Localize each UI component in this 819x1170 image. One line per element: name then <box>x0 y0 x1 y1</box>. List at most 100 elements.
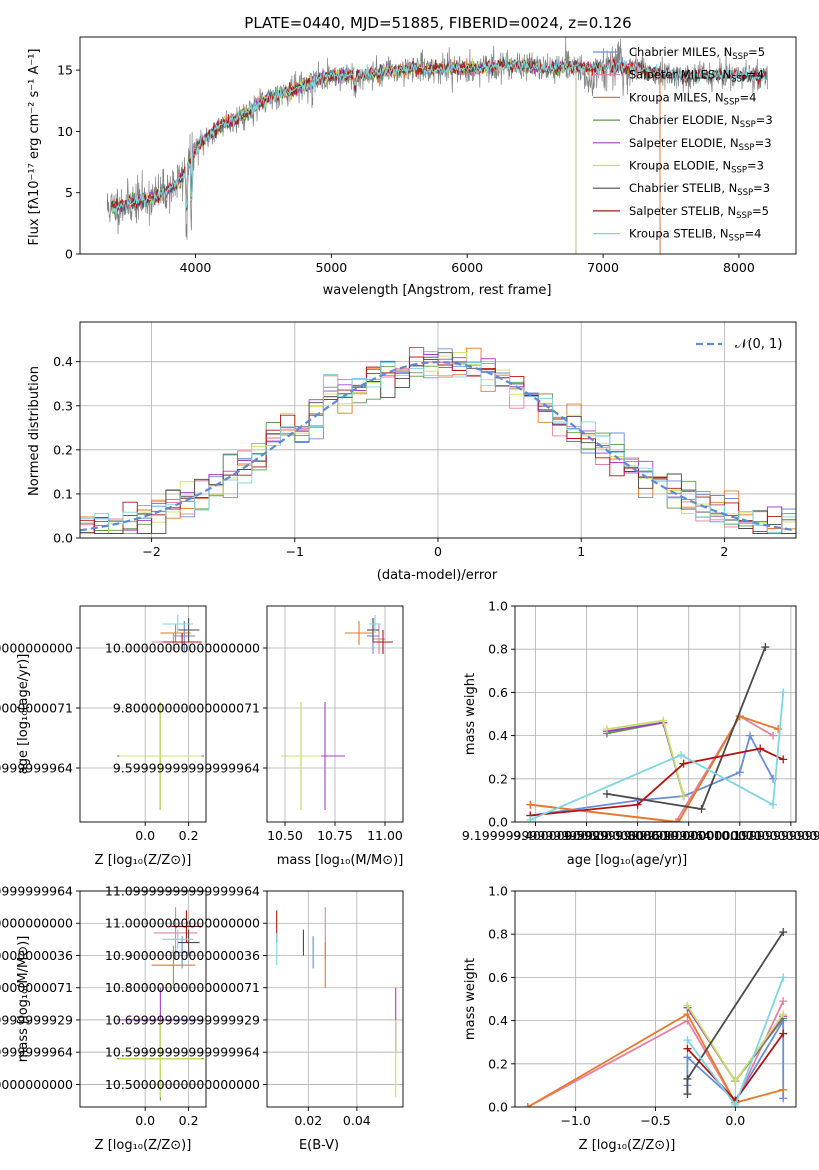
y-tick-label: 10.69999999999999929 <box>0 1012 73 1027</box>
massweight-marker <box>779 1085 788 1094</box>
ebv-xlabel: E(B-V) <box>299 1138 339 1153</box>
y-tick-label: 1.0 <box>488 884 508 899</box>
y-tick-label: 11.00000000000000000 <box>105 916 260 931</box>
x-tick-label: 0.02 <box>294 1113 322 1128</box>
y-tick-label: 9.80000000000000071 <box>113 701 260 716</box>
y-tick-label: 0.6 <box>488 685 508 700</box>
massweight-marker <box>677 751 686 760</box>
massweight-marker <box>526 800 535 809</box>
y-tick-label: 10.50000000000000000 <box>0 1077 73 1092</box>
massweight-marker <box>735 768 744 777</box>
y-tick-label: 11.09999999999999964 <box>0 884 73 899</box>
y-tick-label: 9.59999999999999964 <box>0 761 73 776</box>
y-tick-label: 0.8 <box>488 642 508 657</box>
x-tick-label: 0.2 <box>179 828 199 843</box>
x-tick-label: 1 <box>577 544 585 559</box>
legend-entry: Chabrier STELIB, NSSP=3 <box>629 181 770 198</box>
y-tick-label: 0.0 <box>53 531 73 546</box>
massweight-marker <box>671 818 680 822</box>
massweight-marker <box>779 997 788 1006</box>
x-tick-label: −0.5 <box>640 1113 670 1128</box>
y-tick-label: 0.4 <box>488 728 508 743</box>
mass-ylabel: mass [log₁₀(M/M⊙)] <box>16 936 31 1063</box>
x-tick-label: 7000 <box>587 260 619 275</box>
massweight-marker <box>746 731 755 740</box>
y-tick-label: 11.00000000000000000 <box>0 916 73 931</box>
Z_vs_age-frame <box>79 605 207 823</box>
y-tick-label: 0.2 <box>488 1056 508 1071</box>
y-tick-label: 15 <box>57 63 73 78</box>
y-tick-label: 10.80000000000000071 <box>0 980 73 995</box>
spectrum-model-line <box>110 56 767 214</box>
massweight-series-line <box>527 1012 784 1107</box>
legend-entry: Kroupa STELIB, NSSP=4 <box>629 227 761 244</box>
massweight-marker <box>683 1001 692 1010</box>
y-tick-label: 0.0 <box>488 1100 508 1115</box>
x-tick-label: 9.19999999999999929 <box>462 828 609 843</box>
hist-xlabel: (data-model)/error <box>377 568 498 583</box>
spectrum-xlabel: wavelength [Angstrom, rest frame] <box>323 283 552 298</box>
y-tick-label: 0.1 <box>53 486 73 501</box>
massweight-marker <box>779 973 788 982</box>
mass_vs_age-panel: 10.50 10.75 11.00 9.59999999999999964 9.8000… <box>105 605 404 843</box>
x-tick-label: 10.19999999999999929 <box>713 828 819 843</box>
legend-entry: Kroupa MILES, NSSP=4 <box>629 90 756 107</box>
age_vs_massweight-frame <box>514 605 797 823</box>
massweight-marker <box>774 725 783 734</box>
massweight-marker <box>731 1077 740 1086</box>
y-tick-label: 9.59999999999999964 <box>113 761 260 776</box>
mass-age-xlabel: mass [log₁₀(M/M⊙)] <box>277 853 404 868</box>
y-tick-label: 0.8 <box>488 927 508 942</box>
y-tick-label: 0.0 <box>488 815 508 830</box>
y-tick-label: 10.90000000000000036 <box>0 948 73 963</box>
massweight-marker <box>779 755 788 764</box>
massweight-marker <box>779 1010 788 1019</box>
spectrum-frame <box>79 36 797 255</box>
x-tick-label: 6000 <box>451 260 483 275</box>
x-tick-label: 0 <box>434 544 442 559</box>
massweight-marker <box>659 716 668 725</box>
x-tick-label: 0.04 <box>343 1113 371 1128</box>
y-tick-label: 0.3 <box>53 398 73 413</box>
y-tick-label: 0.4 <box>488 1013 508 1028</box>
massweight-marker <box>761 643 770 652</box>
y-tick-label: 11.09999999999999964 <box>105 884 260 899</box>
x-tick-label: 0.0 <box>725 1113 745 1128</box>
massweight-marker <box>633 800 642 809</box>
massweight-ylabel-bottom: mass weight <box>463 958 478 1040</box>
massweight-marker <box>779 928 788 937</box>
x-tick-label: 4000 <box>180 260 212 275</box>
massweight-marker <box>683 1053 692 1062</box>
normal-curve <box>80 360 796 532</box>
Z_vs_age-panel: 0.0 0.2 9.59999999999999964 9.8000000000000… <box>0 605 207 843</box>
x-tick-label: 5000 <box>315 260 347 275</box>
massweight-marker <box>523 1103 532 1107</box>
legend-entry: Chabrier MILES, NSSP=5 <box>629 45 765 62</box>
spectrum-ylabel: Flux [fλ10⁻¹⁷ erg cm⁻² s⁻¹ A⁻¹] <box>27 49 42 246</box>
x-tick-label: 0.0 <box>135 828 155 843</box>
legend-entry: Salpeter MILES, NSSP=4 <box>629 68 764 85</box>
x-tick-label: 0.2 <box>179 1113 199 1128</box>
residual_histogram-plot-area <box>80 347 796 535</box>
hist-ylabel: Normed distribution <box>27 366 42 496</box>
y-tick-label: 0 <box>65 247 73 262</box>
Z_vs_mass-frame <box>79 890 207 1108</box>
y-tick-label: 0.2 <box>488 771 508 786</box>
y-tick-label: 1.0 <box>488 599 508 614</box>
y-tick-label: 10.59999999999999964 <box>0 1045 73 1060</box>
Z_vs_massweight-panel: −1.0 −0.5 0.0 0.0 0.2 0.4 0.6 0.8 1.0 <box>488 884 797 1128</box>
Z_vs_mass-plot-area <box>116 907 204 1101</box>
ebv_vs_mass-plot-area <box>276 907 397 1098</box>
massweight-marker <box>683 1090 692 1099</box>
x-tick-label: −2 <box>142 544 160 559</box>
massweight-series-line <box>530 715 779 822</box>
spectrum-legend: Chabrier MILES, NSSP=5 Salpeter MILES, NS… <box>593 45 773 244</box>
Z_vs_age-plot-area <box>116 615 204 810</box>
ebv_vs_mass-frame <box>266 890 404 1108</box>
legend-entry: Kroupa ELODIE, NSSP=3 <box>629 159 764 176</box>
massweight-marker <box>683 1044 692 1053</box>
age_vs_massweight-plot-area <box>526 643 788 822</box>
massweight-marker <box>683 1074 692 1083</box>
histogram-step-line <box>80 361 796 533</box>
spectrum-model-line <box>110 58 767 210</box>
